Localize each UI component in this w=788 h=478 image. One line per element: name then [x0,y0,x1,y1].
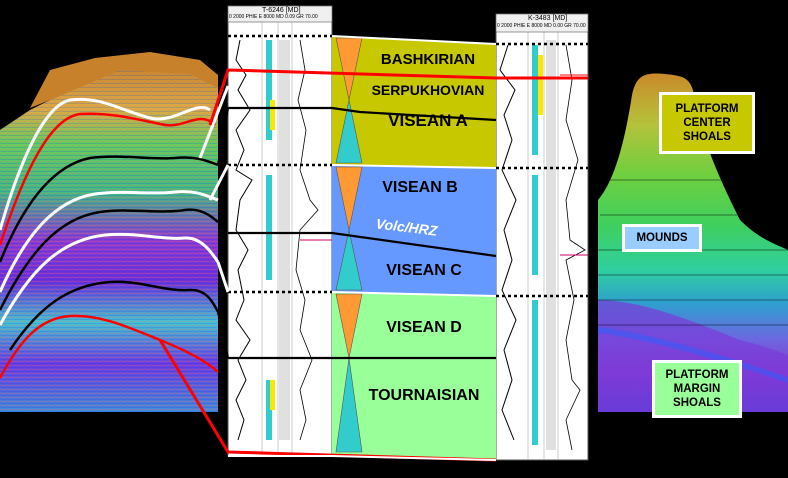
callout-mounds-text: MOUNDS [625,227,699,249]
zone-label-visean-d: VISEAN D [386,319,462,336]
zone-label-volc-hrz: Volc/HRZ [375,215,439,238]
seismic-horizon-black-volc [0,208,219,311]
zone-block-middle [332,165,496,296]
white-connector-low-right [331,291,497,297]
left-gr-curve [235,39,253,441]
transgressive-triangle-1 [335,99,363,164]
seismic-horizon-black-visean-a [0,155,219,263]
transgressive-triangle-3 [335,357,363,453]
right-well-header: K-3483 [MD] [528,15,568,22]
black-horizon-visean-d [216,311,496,360]
white-connector-mid-right [331,164,497,169]
zone-label-visean-c: VISEAN C [386,262,462,279]
zone-label-tournaisian: TOURNAISIAN [369,387,480,404]
zonation-panel: BASHKIRIAN SERPUKHOVIAN VISEAN A VISEAN … [332,36,496,460]
zone-label-bashkirian: BASHKIRIAN [381,51,475,68]
zone-block-tournaisian-fill [332,358,496,460]
seismic-horizon-red-base [0,314,219,379]
callout-platform-margin: PLATFORM MARGIN SHOALS [652,360,742,418]
seismic-horizon-white-visean-c [0,232,220,326]
zone-label-visean-b: VISEAN B [382,179,458,196]
callout-platform-center-text: PLATFORM CENTER SHOALS [662,95,752,151]
callout-platform-center: PLATFORM CENTER SHOALS [659,92,755,154]
white-connector-upper [208,164,230,201]
regressive-triangle-2 [335,166,363,231]
white-connector-top-right [331,35,497,45]
left-gr-curve-2 [295,39,319,441]
regressive-triangle-1 [335,37,363,101]
white-connector-top [198,85,230,159]
right-gr-curve [499,44,517,441]
seismic-horizon-white-top [0,97,211,231]
callout-mounds: MOUNDS [622,224,702,252]
white-connector-mid [216,261,230,293]
black-horizon-visean-a [216,106,497,166]
callout-platform-margin-text: PLATFORM MARGIN SHOALS [655,363,739,415]
left-well-log [227,5,333,457]
regressive-triangle-3 [335,293,363,359]
transgressive-triangle-2 [335,229,363,291]
zone-block-upper [332,36,496,168]
correlation-lines [158,35,588,462]
seismic-horizon-black-visean-d [8,280,220,351]
seismic-horizon-white-visean-b [0,190,219,293]
white-horizon-bottom [228,455,497,461]
left-well-track-labels: 0 2000 PHIE E 8000 MD 0.09 GR 70.00 [229,14,318,20]
left-seismic-volume [0,52,220,412]
seismic-horizon-red-serpukhovian [0,112,216,246]
red-boundary-top [208,68,588,126]
right-well-log [495,13,589,461]
zone-label-serpukhovian: SERPUKHOVIAN [372,82,485,98]
left-well-header: T-6246 [MD] [262,7,301,14]
black-horizon-volc [228,231,497,258]
right-well-track-labels: 0 2000 PHIE E 8000 MD 0.00 GR 70.00 [497,23,586,29]
